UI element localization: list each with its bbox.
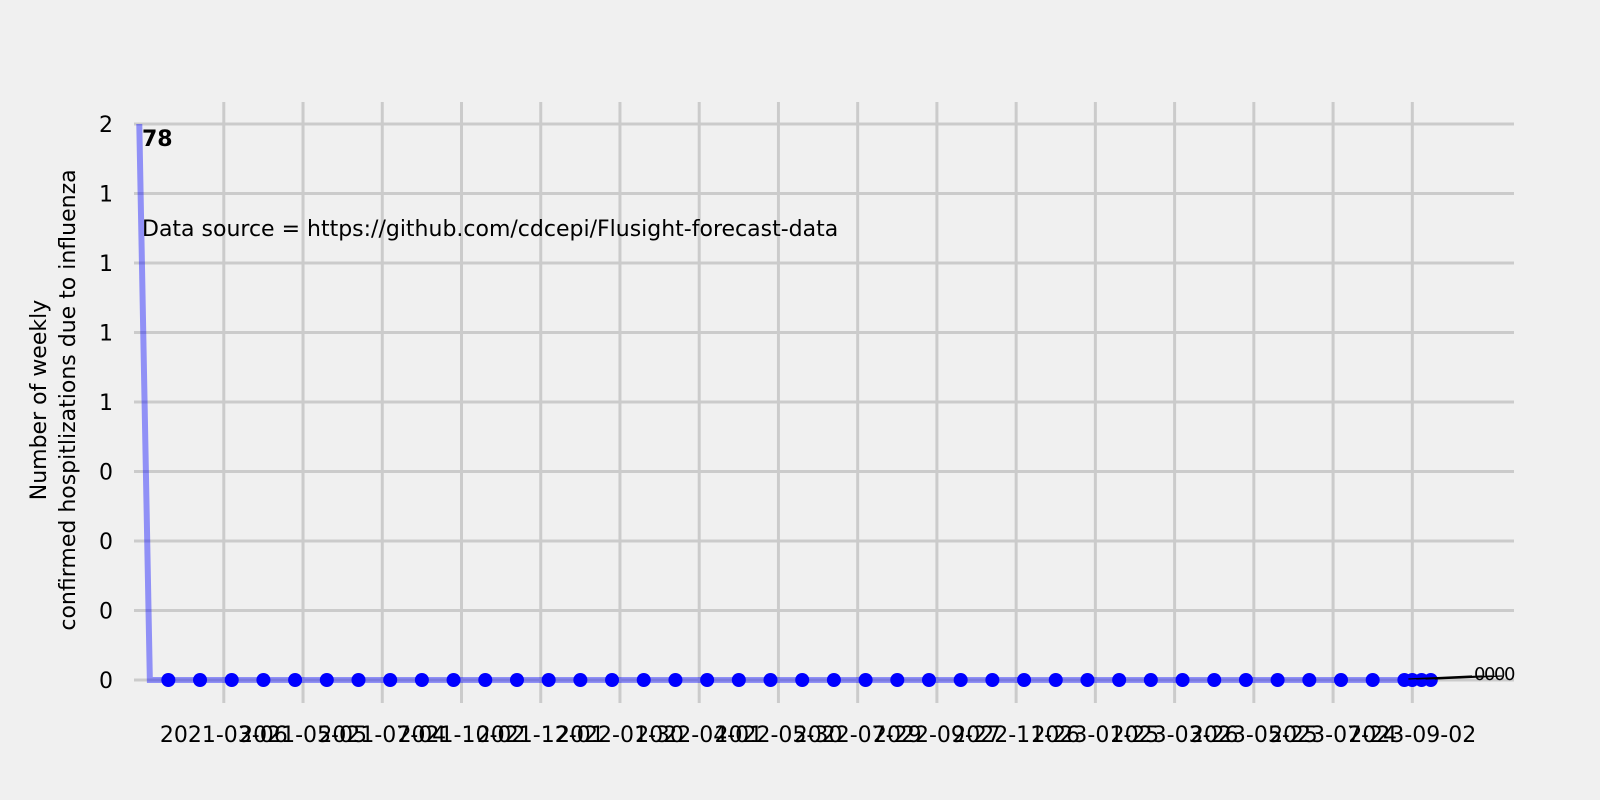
- end-label-arrow: [1434, 675, 1503, 680]
- data-point: [319, 673, 334, 687]
- x-tick-label: 2022-09-27: [873, 723, 1001, 748]
- data-point: [731, 673, 746, 687]
- data-point: [1048, 673, 1063, 687]
- y-tick-label: 1: [99, 391, 113, 416]
- y-tick-label: 0: [99, 600, 113, 625]
- data-point: [1112, 673, 1127, 687]
- data-point: [858, 673, 873, 687]
- data-point: [1423, 673, 1438, 687]
- data-point: [605, 673, 620, 687]
- data-point: [700, 673, 715, 687]
- data-point: [288, 673, 303, 687]
- data-point: [224, 673, 239, 687]
- data-point: [1270, 673, 1285, 687]
- data-source-annotation: Data source = https://github.com/cdcepi/…: [142, 217, 838, 242]
- data-point: [1302, 673, 1317, 687]
- data-point: [573, 673, 588, 687]
- ticks: 0000111122021-03-062021-05-052021-07-042…: [99, 113, 1476, 748]
- y-tick-label: 1: [99, 252, 113, 277]
- data-point: [985, 673, 1000, 687]
- data-point: [890, 673, 905, 687]
- x-tick-label: 2022-04-01: [635, 723, 763, 748]
- data-point: [541, 673, 556, 687]
- y-tick-label: 1: [99, 183, 113, 208]
- data-point: [478, 673, 493, 687]
- data-point: [161, 673, 176, 687]
- x-tick-label: 2021-12-01: [477, 723, 605, 748]
- x-tick-label: 2023-03-26: [1111, 723, 1239, 748]
- data-point: [446, 673, 461, 687]
- data-point: [193, 673, 208, 687]
- data-point: [826, 673, 841, 687]
- y-tick-label: 0: [99, 669, 113, 694]
- data-point: [668, 673, 683, 687]
- y-tick-label: 2: [99, 113, 113, 138]
- x-tick-label: 2023-05-25: [1190, 723, 1318, 748]
- end-value-label: 0: [1494, 664, 1505, 685]
- x-tick-label: 2022-07-29: [794, 723, 922, 748]
- data-point: [351, 673, 366, 687]
- x-tick-label: 2021-03-06: [160, 723, 288, 748]
- data-point: [256, 673, 271, 687]
- x-tick-label: 2023-09-02: [1348, 723, 1476, 748]
- data-point: [1143, 673, 1158, 687]
- data-point: [1080, 673, 1095, 687]
- end-value-label: 0: [1484, 664, 1495, 685]
- data-point: [636, 673, 651, 687]
- y-tick-label: 0: [99, 461, 113, 486]
- data-point: [1334, 673, 1349, 687]
- x-tick-label: 2021-10-02: [398, 723, 526, 748]
- x-tick-label: 2022-11-26: [952, 723, 1080, 748]
- data-point: [795, 673, 810, 687]
- x-tick-label: 2022-05-30: [715, 723, 843, 748]
- data-point: [953, 673, 968, 687]
- x-tick-label: 2021-05-05: [239, 723, 367, 748]
- y-axis-label-line-2: confirmed hospitlizations due to influen…: [56, 169, 81, 630]
- data-point: [763, 673, 778, 687]
- data-point: [1175, 673, 1190, 687]
- data-point: [921, 673, 936, 687]
- y-tick-label: 0: [99, 530, 113, 555]
- x-tick-label: 2023-07-24: [1269, 723, 1397, 748]
- y-tick-label: 1: [99, 322, 113, 347]
- x-tick-label: 2023-01-25: [1031, 723, 1159, 748]
- end-value-label: 0: [1474, 664, 1485, 685]
- data-point: [383, 673, 398, 687]
- y-axis-label-line-1: Number of weekly: [27, 300, 52, 501]
- data-point: [509, 673, 524, 687]
- x-tick-label: 2022-01-30: [556, 723, 684, 748]
- first-value-label: 78: [142, 127, 173, 152]
- grid: [134, 102, 1514, 703]
- x-tick-label: 2021-07-04: [318, 723, 446, 748]
- end-value-label: 0: [1504, 664, 1515, 685]
- data-point: [1017, 673, 1032, 687]
- data-point: [414, 673, 429, 687]
- data-point: [1365, 673, 1380, 687]
- data-point: [1207, 673, 1222, 687]
- data-point: [1238, 673, 1253, 687]
